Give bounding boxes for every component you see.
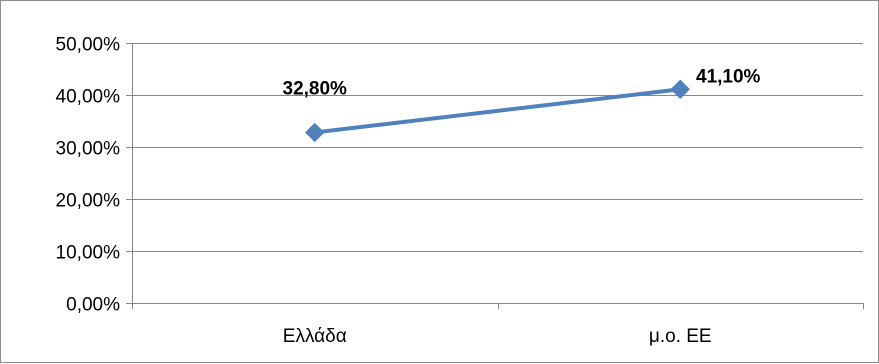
y-tick-label: 20,00% <box>56 191 121 212</box>
x-tick-label: Ελλάδα <box>283 326 347 347</box>
y-tick-label: 30,00% <box>56 139 121 160</box>
data-label: 41,10% <box>696 66 761 87</box>
data-label: 32,80% <box>283 78 348 99</box>
y-tick-label: 10,00% <box>56 243 121 264</box>
data-point-marker <box>670 79 690 99</box>
x-tick-label: μ.ο. ΕΕ <box>649 326 712 347</box>
data-point-marker <box>305 122 325 143</box>
y-tick-label: 0,00% <box>66 295 120 316</box>
y-tick-label: 40,00% <box>56 87 121 108</box>
y-tick-label: 50,00% <box>56 35 121 56</box>
series-line <box>314 87 681 135</box>
